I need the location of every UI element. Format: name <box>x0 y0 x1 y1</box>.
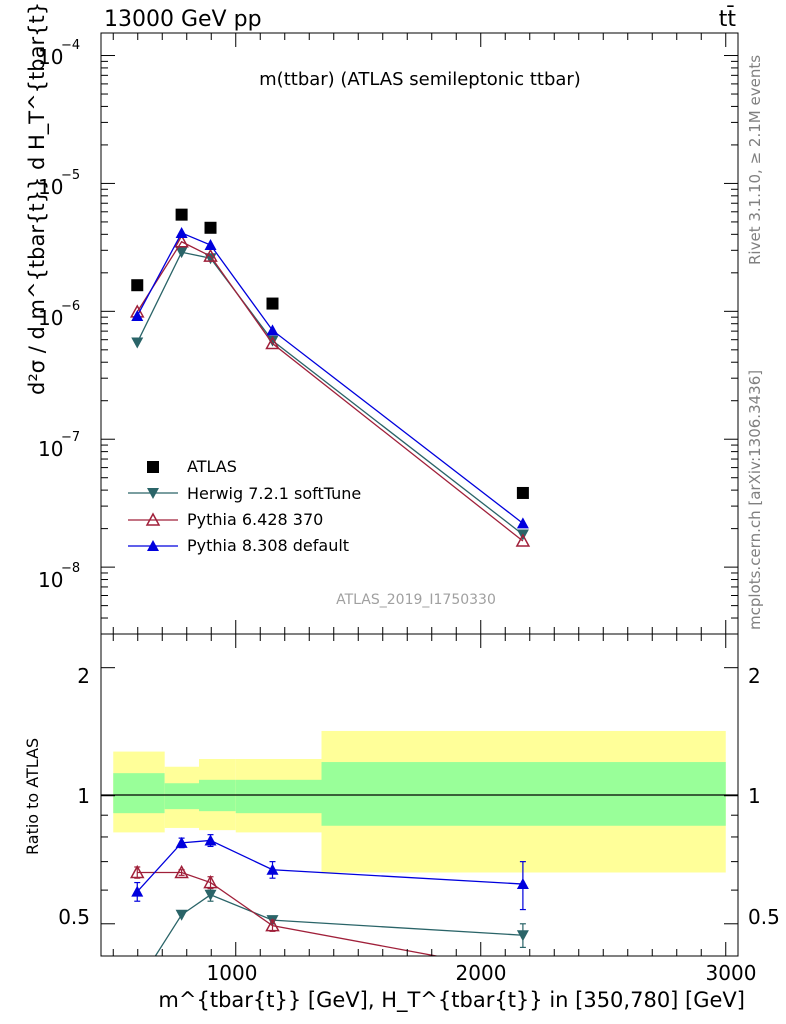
ratio-point-herwig <box>516 930 529 942</box>
y-ratio-tick-label-right: 2 <box>748 664 761 688</box>
ratio-point-py6 <box>265 918 280 932</box>
ratio-series <box>129 834 529 990</box>
y-axis-title-ratio: Ratio to ATLAS <box>23 738 42 855</box>
data-point-py8 <box>266 324 279 336</box>
analysis-id: ATLAS_2019_I1750330 <box>336 592 496 608</box>
x-tick-label: 1000 <box>207 961 258 985</box>
y-ratio-tick-labels: 0.5 1 2 0.5 1 2 <box>58 664 780 929</box>
ratio-bands <box>113 730 726 873</box>
data-point-atlas <box>131 279 144 292</box>
ratio-band-inner <box>235 779 322 814</box>
ratio-point-herwig <box>175 909 188 921</box>
legend-entry-atlas: ATLAS <box>147 457 237 476</box>
y-main-tick-exponent: −8 <box>61 561 80 576</box>
y-ratio-tick-label: 0.5 <box>58 905 90 929</box>
legend: ATLAS Herwig 7.2.1 softTune Pythia 6.428… <box>128 457 361 555</box>
mcplots-reference: mcplots.cern.ch [arXiv:1306.3436] <box>746 370 764 630</box>
ratio-band-inner <box>113 773 165 814</box>
x-axis-title: m^{tbar{t}} [GeV], H_T^{tbar{t}} in [350… <box>158 988 745 1013</box>
y-main-tick-labels: 10 −8 10 −7 10 −6 10 −5 10 −4 <box>38 38 80 592</box>
y-main-tick-exponent: −5 <box>61 168 80 183</box>
beam-label: 13000 GeV pp <box>104 7 262 32</box>
rivet-version: Rivet 3.1.10, ≥ 2.1M events <box>746 55 764 265</box>
data-point-atlas <box>204 221 217 234</box>
y-ratio-tick-label: 1 <box>77 784 90 808</box>
y-main-tick-label: 10 <box>38 437 63 461</box>
data-point-py8 <box>516 517 529 529</box>
data-point-herwig <box>131 337 144 349</box>
ratio-point-py8 <box>204 834 217 846</box>
ratio-point-py6 <box>203 874 218 889</box>
ratio-point-py8 <box>131 885 144 897</box>
y-ratio-tick-label-right: 1 <box>748 784 761 808</box>
y-axis-title-main: d²σ / d m^{tbar{t}} d H_T^{tbar{t}} [pb/… <box>25 0 50 395</box>
ratio-point-herwig <box>131 979 143 990</box>
data-point-atlas <box>266 297 279 310</box>
ratio-point-py8 <box>266 863 279 875</box>
series-line-py8 <box>136 232 524 524</box>
data-point-py8 <box>204 239 217 251</box>
legend-marker-pythia6 <box>128 512 178 526</box>
data-point-atlas <box>516 486 529 499</box>
data-point-py8 <box>175 226 188 238</box>
y-main-tick-label: 10 <box>38 306 63 330</box>
ratio-frame <box>100 633 739 957</box>
legend-symbol-py8 <box>147 540 159 551</box>
legend-symbol-herwig <box>147 488 159 499</box>
axis-ticks <box>101 33 738 956</box>
y-main-tick-exponent: −7 <box>61 430 80 445</box>
ratio-point-py8 <box>175 836 188 848</box>
x-tick-labels: 1000 2000 3000 <box>207 961 757 985</box>
legend-label: Pythia 8.308 default <box>187 536 349 555</box>
data-point-py8 <box>131 309 144 321</box>
ratio-line-py6 <box>137 871 440 956</box>
y-main-tick-exponent: −6 <box>61 299 80 314</box>
data-point-herwig <box>175 247 188 259</box>
y-main-tick-label: 10 <box>38 45 63 69</box>
ratio-band-inner <box>164 783 199 810</box>
main-series <box>129 208 531 547</box>
data-point-py6 <box>515 533 531 547</box>
x-tick-label: 2000 <box>456 961 507 985</box>
data-point-py6 <box>265 335 280 350</box>
legend-entry-pythia8: Pythia 8.308 default <box>128 536 349 555</box>
y-ratio-tick-label-right: 0.5 <box>748 905 780 929</box>
legend-label: Pythia 6.428 370 <box>187 510 323 529</box>
ratio-point-py6 <box>517 966 529 977</box>
legend-marker-atlas <box>147 461 159 473</box>
legend-label: Herwig 7.2.1 softTune <box>187 484 361 503</box>
y-main-tick-label: 10 <box>38 175 63 199</box>
x-tick-label: 3000 <box>706 961 757 985</box>
ratio-point-py8 <box>516 878 529 890</box>
series-line-py6 <box>136 240 524 542</box>
legend-label: ATLAS <box>187 457 237 476</box>
data-point-atlas <box>175 208 188 221</box>
y-main-tick-label: 10 <box>38 568 63 592</box>
ratio-point-herwig <box>204 889 217 901</box>
legend-symbol-py6 <box>145 512 161 526</box>
legend-entry-herwig: Herwig 7.2.1 softTune <box>128 484 361 503</box>
ratio-point-py6 <box>174 864 189 879</box>
legend-marker-herwig <box>128 488 178 499</box>
ratio-band-inner <box>321 762 726 826</box>
legend-marker-pythia8 <box>128 540 178 551</box>
legend-symbol-atlas <box>147 461 159 473</box>
y-main-tick-exponent: −4 <box>61 38 80 53</box>
data-point-py6 <box>174 234 189 248</box>
ratio-point-py6 <box>129 864 145 879</box>
process-label: tt̄ <box>719 6 737 32</box>
legend-entry-pythia6: Pythia 6.428 370 <box>128 510 323 529</box>
y-ratio-tick-label: 2 <box>77 664 90 688</box>
plot-title: m(ttbar) (ATLAS semileptonic ttbar) <box>259 69 581 90</box>
data-point-py6 <box>203 248 218 262</box>
